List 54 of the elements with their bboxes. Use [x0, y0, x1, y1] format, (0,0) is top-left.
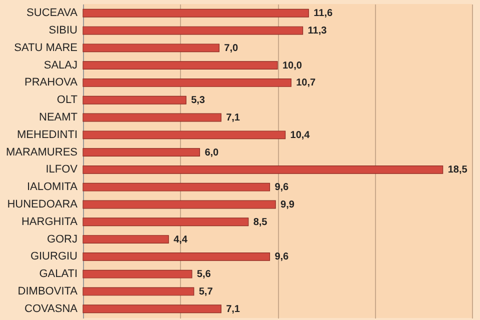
bar: [82, 44, 220, 52]
data-label: 11,3: [308, 26, 328, 37]
y-tick-label: NEAMT: [39, 112, 78, 124]
y-tick-label: GIURGIU: [30, 250, 78, 263]
bar: [82, 235, 169, 244]
data-label: 10,0: [282, 60, 302, 72]
data-label: 10,4: [290, 130, 310, 141]
data-label: 10,7: [296, 78, 316, 89]
y-tick-label: COVASNA: [24, 302, 78, 315]
bar: [82, 113, 222, 122]
y-tick-label: GALATI: [39, 268, 78, 280]
data-label: 7,0: [224, 42, 238, 54]
bar: [82, 78, 292, 87]
bar: [82, 218, 249, 226]
bar: [82, 252, 270, 261]
y-tick-label: SIBIU: [48, 24, 78, 37]
data-label: 18,5: [448, 164, 468, 176]
data-label: 7,1: [226, 304, 240, 315]
bar: [82, 8, 309, 18]
bar: [82, 182, 270, 192]
bar: [82, 200, 276, 209]
y-tick-label: ILFOV: [46, 164, 78, 176]
data-label: 8,5: [253, 216, 268, 228]
y-tick-label: HUNEDOARA: [7, 198, 78, 210]
data-label: 5,3: [191, 95, 206, 106]
data-label: 9,6: [274, 252, 290, 263]
bar: [82, 61, 278, 70]
data-label: 5,7: [198, 286, 214, 298]
y-tick-label: SALAJ: [44, 59, 78, 72]
bar: [82, 148, 200, 157]
data-label: 11,6: [314, 8, 333, 20]
y-tick-label: MARAMURES: [6, 146, 78, 158]
y-tick-label: IALOMITA: [26, 181, 78, 194]
y-tick-label: DIMBOVITA: [18, 285, 78, 298]
data-label: 4,4: [174, 234, 188, 246]
y-tick-label: HARGHITA: [21, 216, 78, 228]
bar: [82, 165, 444, 174]
bar: [82, 270, 192, 278]
y-tick-label: PRAHOVA: [24, 76, 78, 89]
y-tick-label: OLT: [56, 94, 78, 106]
y-tick-label: GORJ: [46, 233, 78, 246]
data-label: 9,9: [280, 199, 295, 210]
bar: [82, 96, 186, 104]
bar: [82, 130, 286, 140]
y-tick-label: SATU MARE: [14, 42, 78, 54]
bar: [82, 287, 194, 296]
bar: [82, 304, 222, 314]
data-label: 6,0: [204, 147, 220, 158]
y-tick-label: MEHEDINTI: [17, 128, 78, 141]
data-label: 7,1: [226, 112, 240, 124]
data-label: 5,6: [196, 269, 212, 280]
data-label: 9,6: [274, 182, 290, 194]
bar: [82, 26, 304, 35]
y-tick-label: SUCEAVA: [26, 7, 78, 20]
